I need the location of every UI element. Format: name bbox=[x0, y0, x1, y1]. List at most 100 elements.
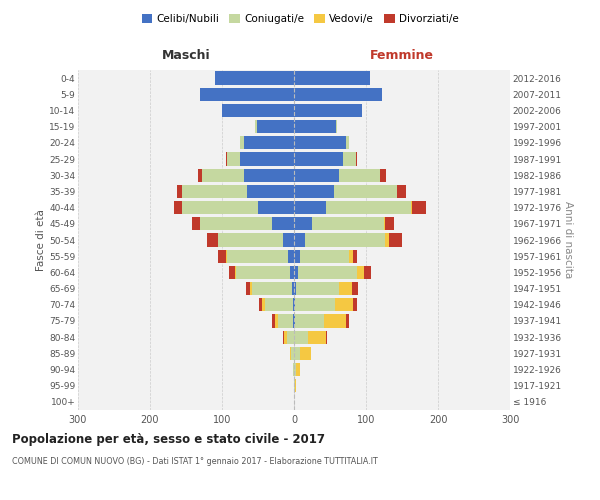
Bar bbox=[207, 234, 218, 246]
Bar bbox=[240, 152, 294, 166]
Bar bbox=[294, 72, 370, 85]
Bar bbox=[385, 234, 389, 246]
Bar bbox=[356, 152, 358, 166]
Bar bbox=[294, 266, 298, 279]
Bar bbox=[255, 120, 257, 134]
Bar bbox=[380, 168, 386, 182]
Bar bbox=[294, 363, 296, 376]
Bar bbox=[294, 379, 295, 392]
Bar bbox=[346, 136, 349, 149]
Bar bbox=[294, 298, 295, 312]
Bar bbox=[244, 168, 294, 182]
Bar bbox=[298, 266, 356, 279]
Text: Maschi: Maschi bbox=[161, 50, 211, 62]
Bar bbox=[262, 298, 265, 312]
Bar bbox=[294, 136, 346, 149]
Bar bbox=[265, 298, 293, 312]
Bar bbox=[389, 234, 402, 246]
Bar bbox=[291, 346, 294, 360]
Bar bbox=[294, 168, 338, 182]
Bar bbox=[293, 363, 294, 376]
Bar bbox=[215, 72, 294, 85]
Bar bbox=[258, 201, 294, 214]
Bar bbox=[284, 330, 287, 344]
Bar bbox=[308, 330, 326, 344]
Bar bbox=[294, 201, 326, 214]
Bar bbox=[384, 217, 385, 230]
Bar bbox=[247, 185, 294, 198]
Bar bbox=[300, 346, 311, 360]
Bar bbox=[236, 266, 290, 279]
Bar bbox=[356, 266, 364, 279]
Bar bbox=[294, 250, 300, 263]
Bar bbox=[412, 201, 427, 214]
Bar bbox=[340, 282, 352, 295]
Bar bbox=[283, 330, 284, 344]
Bar bbox=[294, 120, 336, 134]
Bar bbox=[218, 250, 226, 263]
Bar bbox=[397, 185, 406, 198]
Bar bbox=[252, 282, 292, 295]
Bar bbox=[278, 314, 293, 328]
Bar bbox=[283, 234, 294, 246]
Bar bbox=[352, 282, 358, 295]
Bar bbox=[353, 298, 356, 312]
Bar bbox=[287, 330, 294, 344]
Bar bbox=[288, 250, 294, 263]
Bar bbox=[294, 185, 334, 198]
Bar bbox=[338, 168, 380, 182]
Bar bbox=[272, 314, 275, 328]
Bar bbox=[294, 88, 382, 101]
Bar bbox=[257, 120, 294, 134]
Bar bbox=[294, 152, 343, 166]
Bar bbox=[200, 88, 294, 101]
Bar bbox=[294, 314, 295, 328]
Bar bbox=[294, 330, 308, 344]
Bar bbox=[353, 250, 356, 263]
Bar bbox=[294, 104, 362, 117]
Bar bbox=[240, 136, 244, 149]
Bar bbox=[343, 152, 356, 166]
Bar bbox=[226, 250, 227, 263]
Text: COMUNE DI COMUN NUOVO (BG) - Dati ISTAT 1° gennaio 2017 - Elaborazione TUTTITALI: COMUNE DI COMUN NUOVO (BG) - Dati ISTAT … bbox=[12, 457, 378, 466]
Bar bbox=[349, 250, 353, 263]
Bar bbox=[385, 217, 394, 230]
Bar bbox=[250, 282, 252, 295]
Bar bbox=[182, 201, 258, 214]
Bar bbox=[312, 217, 384, 230]
Bar bbox=[295, 379, 296, 392]
Bar bbox=[293, 314, 294, 328]
Bar bbox=[290, 346, 291, 360]
Bar bbox=[294, 282, 296, 295]
Bar bbox=[218, 234, 283, 246]
Bar bbox=[235, 266, 236, 279]
Bar bbox=[295, 314, 324, 328]
Bar bbox=[293, 298, 294, 312]
Bar bbox=[202, 168, 244, 182]
Bar bbox=[222, 104, 294, 117]
Bar bbox=[244, 136, 294, 149]
Bar bbox=[227, 152, 240, 166]
Bar bbox=[294, 346, 300, 360]
Legend: Celibi/Nubili, Coniugati/e, Vedovi/e, Divorziati/e: Celibi/Nubili, Coniugati/e, Vedovi/e, Di… bbox=[137, 10, 463, 29]
Bar bbox=[324, 314, 346, 328]
Bar bbox=[192, 217, 200, 230]
Bar bbox=[229, 266, 235, 279]
Bar bbox=[292, 282, 294, 295]
Bar bbox=[226, 152, 227, 166]
Bar bbox=[198, 168, 202, 182]
Bar bbox=[305, 234, 385, 246]
Bar bbox=[294, 234, 305, 246]
Bar bbox=[275, 314, 278, 328]
Bar bbox=[336, 120, 337, 134]
Bar bbox=[334, 185, 397, 198]
Bar bbox=[326, 201, 412, 214]
Y-axis label: Anni di nascita: Anni di nascita bbox=[563, 202, 573, 278]
Bar bbox=[259, 298, 262, 312]
Y-axis label: Fasce di età: Fasce di età bbox=[36, 209, 46, 271]
Text: Popolazione per età, sesso e stato civile - 2017: Popolazione per età, sesso e stato civil… bbox=[12, 432, 325, 446]
Bar bbox=[364, 266, 371, 279]
Bar bbox=[296, 282, 340, 295]
Bar bbox=[326, 330, 327, 344]
Bar bbox=[295, 298, 335, 312]
